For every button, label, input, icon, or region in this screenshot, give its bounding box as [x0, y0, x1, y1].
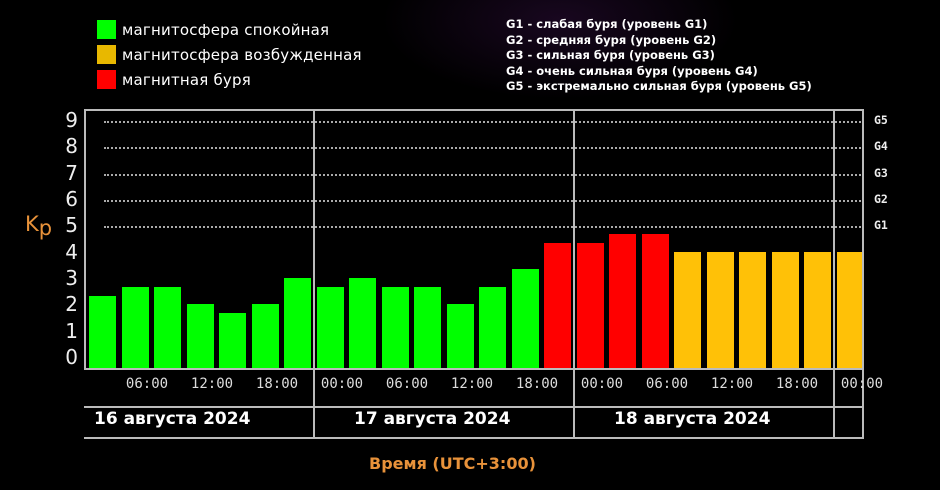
kp-bar — [641, 234, 669, 368]
legend-label: магнитосфера возбужденная — [122, 45, 362, 64]
day-separator-line — [833, 109, 835, 439]
y-tick-label: 8 — [65, 134, 78, 159]
legend-label: магнитная буря — [122, 70, 251, 89]
kp-bar — [219, 313, 246, 368]
g-tick-label: G5 — [874, 113, 888, 127]
date-label-day3: 18 августа 2024 — [614, 409, 771, 429]
background-glow — [380, 0, 740, 100]
g-tick-label: G4 — [874, 139, 888, 154]
y-axis-title-sub: p — [38, 216, 53, 240]
swatch-green-icon — [97, 20, 116, 39]
plot-right-border — [862, 109, 864, 439]
y-tick-label: 3 — [65, 266, 78, 290]
kp-bar — [739, 251, 766, 368]
kp-bar — [446, 304, 474, 368]
y-tick-label: 1 — [65, 318, 78, 343]
g-legend-line: G3 - сильная буря (уровень G3) — [506, 48, 715, 62]
legend-item-excited: магнитосфера возбужденная — [97, 42, 362, 67]
y-tick-label: 7 — [65, 160, 78, 185]
kp-bar — [479, 286, 506, 368]
g-tick-label: G3 — [874, 165, 888, 180]
kp-bar — [674, 251, 701, 368]
x-tick-label: 06:00 — [385, 376, 429, 392]
kp-bar — [381, 286, 409, 368]
x-tick-label: 12:00 — [190, 376, 234, 392]
kp-bar — [251, 304, 279, 368]
day-separator-line — [313, 109, 315, 439]
kp-bar — [89, 295, 116, 368]
grid-line — [104, 173, 864, 176]
x-tick-label: 00:00 — [840, 376, 884, 392]
x-tick-label: 18:00 — [515, 376, 559, 392]
kp-bar — [154, 286, 181, 368]
grid-line — [104, 200, 864, 202]
y-tick-label: 0 — [65, 345, 78, 369]
g-tick-label: G2 — [874, 192, 888, 206]
kp-bar — [414, 286, 441, 368]
swatch-yellow-icon — [97, 45, 116, 64]
x-tick-label: 18:00 — [775, 376, 819, 392]
status-legend: магнитосфера спокойная магнитосфера возб… — [97, 17, 362, 92]
kp-bar — [771, 251, 799, 368]
kp-bar — [316, 286, 344, 368]
g-scale-legend: G1 - слабая буря (уровень G1) G2 - средн… — [506, 17, 812, 95]
y-tick-label: 9 — [65, 108, 78, 132]
legend-label: магнитосфера спокойная — [122, 20, 330, 39]
y-axis-title: Kp — [25, 212, 52, 240]
g-legend-line: G2 - средняя буря (уровень G2) — [506, 32, 717, 47]
kp-bar — [544, 242, 571, 368]
swatch-red-icon — [97, 70, 116, 89]
x-tick-label: 12:00 — [450, 376, 494, 392]
x-tick-label: 00:00 — [320, 376, 364, 392]
kp-bar — [186, 304, 214, 368]
x-tick-label: 12:00 — [710, 376, 754, 392]
g-legend-line: G1 - слабая буря (уровень G1) — [506, 17, 708, 31]
kp-bar — [349, 278, 376, 368]
x-tick-label: 18:00 — [255, 376, 299, 392]
y-tick-label: 6 — [65, 187, 78, 211]
kp-bar — [576, 242, 604, 368]
legend-item-quiet: магнитосфера спокойная — [97, 17, 362, 42]
grid-line — [104, 147, 864, 150]
date-row-bottom-line — [84, 437, 864, 439]
y-tick-label: 2 — [65, 292, 78, 317]
x-tick-label: 06:00 — [125, 376, 169, 392]
date-label-day2: 17 августа 2024 — [354, 409, 511, 429]
kp-bar — [836, 251, 864, 368]
g-legend-line: G5 - экстремально сильная буря (уровень … — [506, 79, 812, 93]
x-tick-label: 00:00 — [580, 376, 624, 392]
legend-item-storm: магнитная буря — [97, 67, 362, 92]
date-label-day1: 16 августа 2024 — [94, 409, 251, 429]
kp-bar — [511, 269, 539, 368]
x-tick-label: 06:00 — [645, 376, 689, 392]
kp-bar — [804, 251, 831, 368]
day-separator-line — [573, 109, 575, 439]
y-tick-label: 4 — [65, 239, 78, 264]
kp-bar — [706, 251, 734, 368]
grid-line — [104, 226, 864, 229]
plot-area — [84, 109, 864, 370]
grid-line — [104, 121, 864, 123]
y-axis-title-main: K — [25, 212, 39, 236]
kp-bar — [284, 278, 311, 368]
date-row-top-line — [84, 406, 864, 408]
kp-bar — [121, 286, 149, 368]
y-tick-label: 5 — [65, 213, 78, 238]
x-axis-title: Время (UTC+3:00) — [369, 454, 536, 473]
kp-bar — [609, 234, 636, 368]
g-tick-label: G1 — [874, 218, 888, 233]
g-legend-line: G4 - очень сильная буря (уровень G4) — [506, 63, 758, 78]
